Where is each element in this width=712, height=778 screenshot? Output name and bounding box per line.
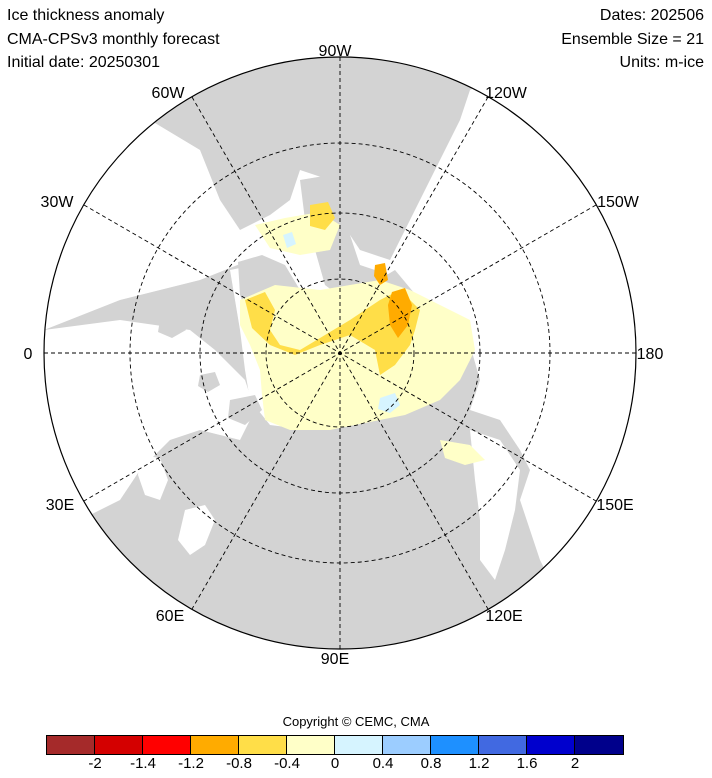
colorbar-tick-label: 0.8 [420,755,442,772]
colorbar-tick-label: 0.4 [372,755,394,772]
svalbard [198,372,220,392]
colorbar-segment [479,736,527,754]
colorbar-tick-label: -1.2 [178,755,204,772]
meridian-150w-30e [83,204,597,502]
lon-label-30w: 30W [41,194,75,211]
colorbar-segment [143,736,191,754]
colorbar-segment [335,736,383,754]
lon-label-150e: 150E [596,497,633,514]
units-label: Units: m-ice [619,54,704,71]
colorbar-segment [527,736,575,754]
map-boundary [43,56,637,650]
lon-label-60w: 60W [152,85,186,102]
lon-label-90w: 90W [319,43,353,60]
colorbar-tick-label: 1.6 [516,755,538,772]
model-subtitle: CMA-CPSv3 monthly forecast [7,31,220,48]
anomaly-neg-mid-region [245,290,420,375]
colorbar-tick-label: -1.4 [130,755,156,772]
anomaly-neg-small-patch-east [440,440,485,465]
lon-label-150w: 150W [597,194,640,211]
north-atlantic-ocean [44,320,255,520]
colorbar-segment [239,736,287,754]
colorbar-tick-label: -2 [88,755,102,772]
colorbar-tick-label: 1.2 [468,755,490,772]
anomaly-neg-large-core [388,288,412,338]
colorbar [46,735,624,755]
arctic-ocean [44,57,636,600]
forecast-dates-label: Dates: 202506 [599,7,704,24]
map-title: Ice thickness anomaly [7,7,165,24]
polar-stereographic-map: 90W 120W 150W 180 150E 120E 90E 60E 30E … [24,43,664,668]
latitude-circle-80 [265,278,415,428]
colorbar-segment [47,736,95,754]
anomaly-neg-mid-baffin [310,202,335,230]
colorbar-segment [95,736,143,754]
lon-label-60e: 60E [156,608,184,625]
copyright-notice: Copyright © CEMC, CMA [282,714,430,729]
anomaly-pos-small-patch-2 [283,232,296,248]
lon-label-0: 0 [24,346,33,363]
anomaly-pos-small-patch [378,393,400,413]
lon-label-90e: 90E [321,651,349,668]
colorbar-tick-label: 0 [330,755,340,772]
initial-date-label: Initial date: 20250301 [7,54,161,71]
sea-of-okhotsk [470,430,520,580]
lon-label-120w: 120W [485,85,528,102]
lon-label-120e: 120E [485,608,522,625]
lon-label-30e: 30E [46,497,74,514]
colorbar-tick-label: -0.4 [274,755,300,772]
caspian-sea [178,505,215,555]
baltic-sea [138,455,168,500]
iceland [158,318,186,338]
colorbar-segment [431,736,479,754]
colorbar-segment [575,736,623,754]
hudson-bay [130,205,225,275]
colorbar-segment [287,736,335,754]
ensemble-size-label: Ensemble Size = 21 [561,31,704,48]
colorbar-segment [383,736,431,754]
lon-label-180: 180 [637,346,664,363]
colorbar-segment [191,736,239,754]
colorbar-tick-label: 2 [570,755,580,772]
colorbar-tick-label: -0.8 [226,755,252,772]
anomaly-neg-large-strait [374,263,388,285]
graticule [44,57,636,649]
